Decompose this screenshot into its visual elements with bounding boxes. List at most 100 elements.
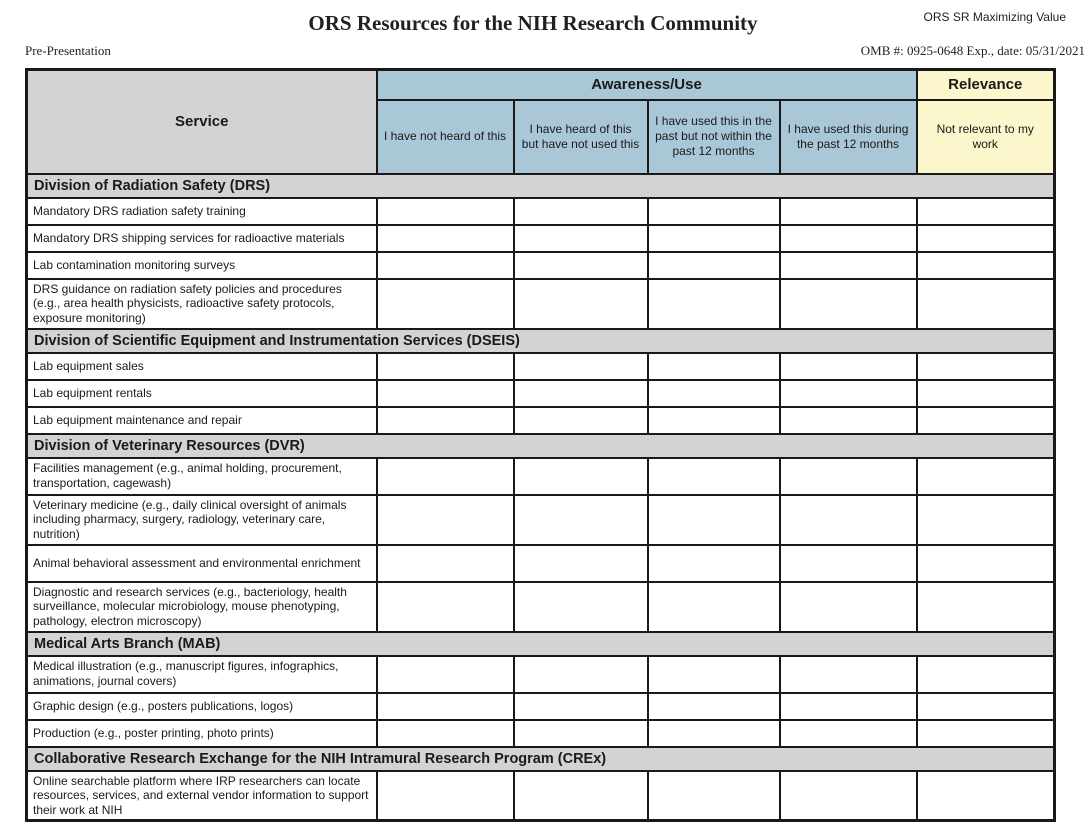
answer-cell[interactable] [375,456,515,496]
answer-cell[interactable] [512,277,649,330]
answer-cell[interactable] [915,351,1056,381]
answer-cell[interactable] [915,277,1056,330]
answer-cell[interactable] [915,543,1056,583]
service-label: DRS guidance on radiation safety policie… [25,277,378,330]
survey-table: Service Awareness/Use Relevance I have n… [25,68,1056,823]
answer-cell[interactable] [778,691,918,721]
answer-cell[interactable] [512,718,649,748]
answer-cell[interactable] [778,654,918,694]
answer-cell[interactable] [646,493,781,546]
answer-cell[interactable] [646,543,781,583]
answer-cell[interactable] [915,250,1056,280]
section-title: Medical Arts Branch (MAB) [25,630,1056,657]
answer-cell[interactable] [646,351,781,381]
table-row: Mandatory DRS shipping services for radi… [25,223,1056,253]
column-header-used-12-months: I have used this during the past 12 mont… [778,98,918,175]
answer-cell[interactable] [778,378,918,408]
section-title: Collaborative Research Exchange for the … [25,745,1056,772]
answer-cell[interactable] [778,543,918,583]
answer-cell[interactable] [512,250,649,280]
answer-cell[interactable] [512,456,649,496]
corner-note: ORS SR Maximizing Value [923,10,1067,24]
answer-cell[interactable] [778,351,918,381]
service-label: Lab equipment sales [25,351,378,381]
answer-cell[interactable] [512,580,649,633]
answer-cell[interactable] [915,223,1056,253]
service-label: Medical illustration (e.g., manuscript f… [25,654,378,694]
answer-cell[interactable] [915,654,1056,694]
answer-cell[interactable] [778,493,918,546]
answer-cell[interactable] [646,718,781,748]
answer-cell[interactable] [375,493,515,546]
answer-cell[interactable] [646,223,781,253]
answer-cell[interactable] [375,277,515,330]
section-title: Division of Veterinary Resources (DVR) [25,432,1056,459]
answer-cell[interactable] [915,405,1056,435]
header-row-options: I have not heard of this I have heard of… [27,98,1056,175]
answer-cell[interactable] [375,196,515,226]
answer-cell[interactable] [778,456,918,496]
service-label: Lab contamination monitoring surveys [25,250,378,280]
answer-cell[interactable] [646,580,781,633]
answer-cell[interactable] [375,250,515,280]
answer-cell[interactable] [646,277,781,330]
table-row: Mandatory DRS radiation safety training [25,196,1056,226]
column-header-heard-not-used: I have heard of this but have not used t… [512,98,649,175]
answer-cell[interactable] [778,223,918,253]
answer-cell[interactable] [646,405,781,435]
section-header-row: Division of Radiation Safety (DRS) [25,172,1056,199]
answer-cell[interactable] [375,691,515,721]
answer-cell[interactable] [915,580,1056,633]
service-label: Production (e.g., poster printing, photo… [25,718,378,748]
table-row: Lab equipment maintenance and repair [25,405,1056,435]
answer-cell[interactable] [778,277,918,330]
answer-cell[interactable] [646,378,781,408]
answer-cell[interactable] [512,543,649,583]
column-header-used-past: I have used this in the past but not wit… [646,98,781,175]
answer-cell[interactable] [375,580,515,633]
answer-cell[interactable] [646,456,781,496]
answer-cell[interactable] [646,654,781,694]
answer-cell[interactable] [778,196,918,226]
answer-cell[interactable] [778,250,918,280]
answer-cell[interactable] [375,405,515,435]
answer-cell[interactable] [915,196,1056,226]
section-header-row: Division of Veterinary Resources (DVR) [25,432,1056,459]
answer-cell[interactable] [512,223,649,253]
answer-cell[interactable] [915,691,1056,721]
answer-cell[interactable] [778,769,918,822]
answer-cell[interactable] [915,456,1056,496]
answer-cell[interactable] [915,769,1056,822]
answer-cell[interactable] [512,769,649,822]
answer-cell[interactable] [512,654,649,694]
answer-cell[interactable] [778,405,918,435]
page-title: ORS Resources for the NIH Research Commu… [308,11,758,35]
answer-cell[interactable] [375,718,515,748]
answer-cell[interactable] [375,654,515,694]
answer-cell[interactable] [375,378,515,408]
answer-cell[interactable] [646,769,781,822]
answer-cell[interactable] [512,405,649,435]
answer-cell[interactable] [915,718,1056,748]
answer-cell[interactable] [512,691,649,721]
answer-cell[interactable] [512,378,649,408]
answer-cell[interactable] [375,769,515,822]
table-row: Online searchable platform where IRP res… [25,769,1056,822]
answer-cell[interactable] [915,378,1056,408]
answer-cell[interactable] [375,543,515,583]
header-row-groups: Service Awareness/Use Relevance [25,68,1056,175]
answer-cell[interactable] [646,691,781,721]
answer-cell[interactable] [778,718,918,748]
answer-cell[interactable] [512,351,649,381]
awareness-use-header: Awareness/Use [375,68,918,101]
answer-cell[interactable] [646,250,781,280]
service-label: Mandatory DRS radiation safety training [25,196,378,226]
answer-cell[interactable] [778,580,918,633]
answer-cell[interactable] [375,351,515,381]
answer-cell[interactable] [512,493,649,546]
answer-cell[interactable] [915,493,1056,546]
section-title: Division of Scientific Equipment and Ins… [25,327,1056,354]
answer-cell[interactable] [375,223,515,253]
answer-cell[interactable] [512,196,649,226]
answer-cell[interactable] [646,196,781,226]
